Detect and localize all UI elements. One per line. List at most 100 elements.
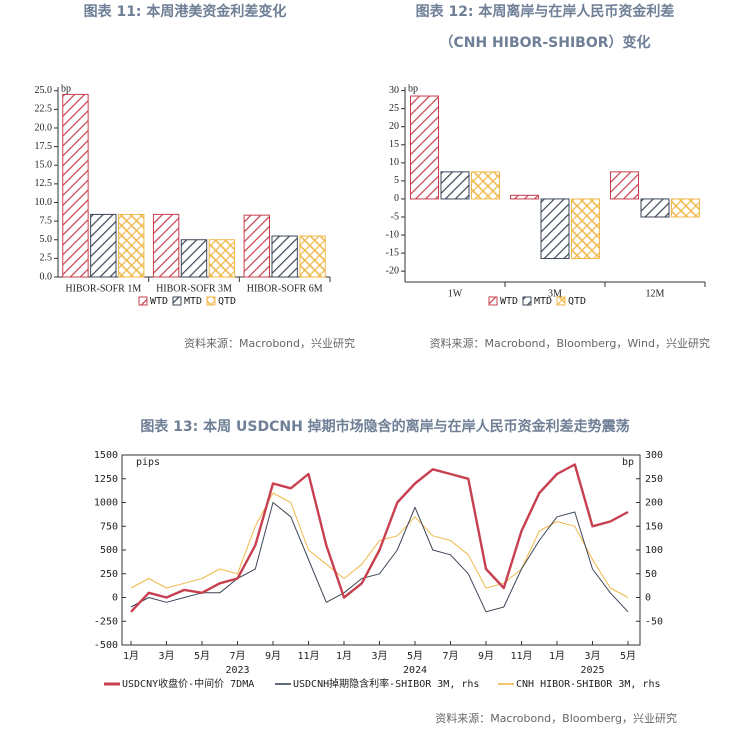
y-tick-label: 25 <box>389 103 399 114</box>
x-tick-label: 3M <box>548 288 562 299</box>
x-tick-label: 7月 <box>229 650 245 662</box>
y2-tick-label: 150 <box>645 521 663 532</box>
y-tick-label: 2.5 <box>40 253 53 264</box>
legend-label: QTD <box>568 296 586 307</box>
chart-title: 图表 12: 本周离岸与在岸人民币资金利差 <box>416 3 675 20</box>
y-tick-label: 25.0 <box>35 85 53 96</box>
chart-title: 图表 13: 本周 USDCNH 掉期市场隐含的离岸与在岸人民币资金利差走势震荡 <box>140 418 629 435</box>
x-tick-label: 1月 <box>123 650 139 662</box>
chart-title: 图表 11: 本周港美资金利差变化 <box>84 3 287 20</box>
unit-label: bp <box>61 83 71 94</box>
y-tick-label: 20.0 <box>35 122 53 133</box>
x-tick-label: HIBOR-SOFR 1M <box>65 283 141 294</box>
y-tick-label: 0.0 <box>40 271 53 282</box>
y2-tick-label: 300 <box>645 450 663 461</box>
x-tick-label: 3月 <box>584 650 600 662</box>
x-tick-label: 3月 <box>371 650 387 662</box>
bar <box>440 171 470 200</box>
legend-label: CNH HIBOR-SHIBOR 3M, rhs <box>516 679 661 690</box>
line-series <box>130 463 629 613</box>
y-tick-label: 0 <box>394 193 399 204</box>
x-tick-label: HIBOR-SOFR 6M <box>247 283 323 294</box>
x-tick-label: 11月 <box>297 650 319 662</box>
y-tick-label: 5.0 <box>40 234 53 245</box>
year-label: 2025 <box>580 665 604 676</box>
bar <box>471 171 500 200</box>
x-tick-label: 5月 <box>620 650 636 662</box>
y-tick-label: -5 <box>391 211 399 222</box>
bar <box>640 198 670 218</box>
y2-tick-label: 50 <box>645 569 657 580</box>
legend-label: USDCNY收盘价-中间价 7DMA <box>122 677 254 690</box>
legend-label: MTD <box>534 296 552 307</box>
x-tick-label: 7月 <box>442 650 458 662</box>
x-tick-label: 5月 <box>407 650 423 662</box>
x-tick-label: 12M <box>646 288 665 299</box>
y-tick-label: 250 <box>100 569 118 580</box>
bar <box>410 95 439 200</box>
chart-subtitle: （CNH HIBOR-SHIBOR）变化 <box>439 34 650 51</box>
bar <box>90 213 117 278</box>
y-tick-label: 10 <box>389 157 399 168</box>
y-tick-label: -20 <box>386 265 399 276</box>
y2-tick-label: 200 <box>645 498 663 509</box>
y-unit: pips <box>136 457 160 468</box>
bar <box>271 235 298 278</box>
bar <box>180 239 208 278</box>
legend-label: MTD <box>184 296 202 307</box>
x-tick-label: 1月 <box>549 650 565 662</box>
y2-tick-label: -50 <box>645 616 663 627</box>
x-tick-label: 5月 <box>194 650 210 662</box>
x-tick-label: 3月 <box>158 650 174 662</box>
x-tick-label: 11月 <box>510 650 532 662</box>
legend-swatch <box>138 296 148 306</box>
x-tick-label: 9月 <box>478 650 494 662</box>
y-tick-label: -10 <box>386 229 399 240</box>
y2-tick-label: 100 <box>645 545 663 556</box>
y-tick-label: 10.0 <box>35 197 53 208</box>
y-tick-label: 1250 <box>94 474 118 485</box>
bar <box>299 235 326 278</box>
y-tick-label: 0 <box>112 593 118 604</box>
unit-label: bp <box>408 83 418 94</box>
plot-frame <box>121 454 641 646</box>
legend-swatch <box>556 296 566 306</box>
legend-label: WTD <box>150 296 168 307</box>
bar <box>208 239 236 278</box>
x-tick-label: HIBOR-SOFR 3M <box>156 283 232 294</box>
bar <box>510 194 539 200</box>
y-tick-label: 15 <box>389 139 399 150</box>
y-tick-label: 500 <box>100 545 118 556</box>
y-tick-label: 20 <box>389 121 399 132</box>
legend-label: QTD <box>218 296 236 307</box>
y-tick-label: 750 <box>100 521 118 532</box>
source-note: 资料来源：Macrobond，Bloomberg，Wind，兴业研究 <box>430 336 710 350</box>
line-series <box>130 502 629 613</box>
bar <box>610 171 639 200</box>
y-tick-label: -250 <box>94 616 118 627</box>
bar <box>571 198 600 260</box>
year-label: 2023 <box>225 665 249 676</box>
legend-swatch <box>206 296 216 306</box>
line-series <box>130 492 629 598</box>
y-tick-label: 22.5 <box>35 104 53 115</box>
x-tick-label: 1W <box>448 288 463 299</box>
y-tick-label: 17.5 <box>35 141 53 152</box>
legend-swatch <box>488 296 498 306</box>
legend-swatch <box>172 296 182 306</box>
y-tick-label: 5 <box>394 175 399 186</box>
year-label: 2024 <box>403 665 427 676</box>
y2-unit: bp <box>622 457 634 468</box>
y-tick-label: 12.5 <box>35 178 53 189</box>
y-tick-label: 1000 <box>94 498 118 509</box>
source-note: 资料来源：Macrobond，兴业研究 <box>184 336 355 350</box>
source-note: 资料来源：Macrobond，Bloomberg，兴业研究 <box>435 711 677 725</box>
legend-swatch <box>522 296 532 306</box>
x-tick-label: 1月 <box>336 650 352 662</box>
y-tick-label: 15.0 <box>35 160 53 171</box>
bar <box>671 198 700 218</box>
bar <box>62 93 89 278</box>
y2-tick-label: 0 <box>645 593 651 604</box>
y-tick-label: 7.5 <box>40 215 53 226</box>
